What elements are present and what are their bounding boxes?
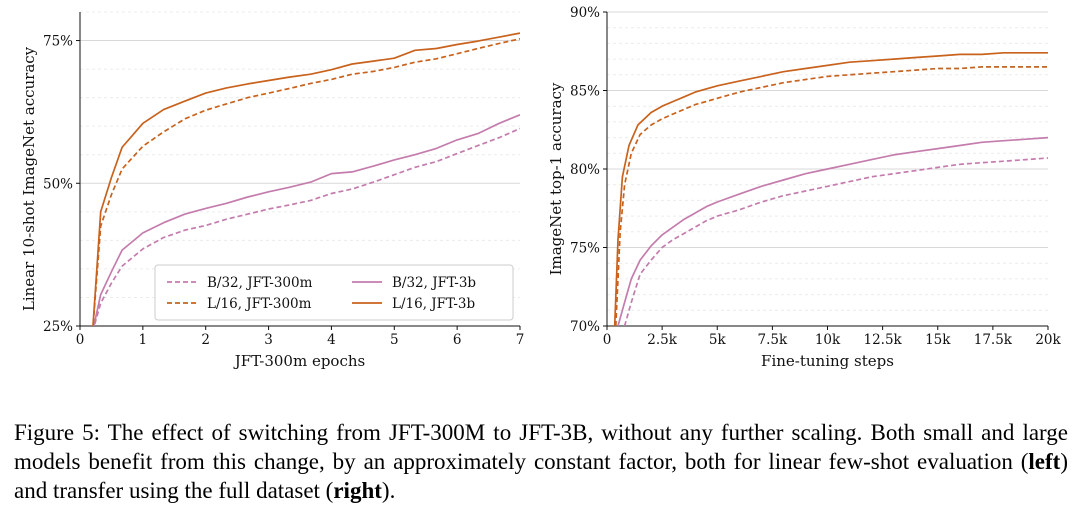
left-x-axis-label: JFT-300m epochs bbox=[233, 352, 365, 370]
right-y-axis-label: ImageNet top-1 accuracy bbox=[547, 82, 565, 275]
caption-middle: ) and transfer using the full dataset ( bbox=[14, 449, 1068, 503]
right-y-tick-label: 75% bbox=[570, 241, 600, 257]
left-x-tick-label: 6 bbox=[453, 332, 462, 348]
right-x-tick-label: 12.5k bbox=[864, 332, 903, 348]
left-series-line-b-32-jft-300m bbox=[93, 127, 520, 326]
left-y-tick-label: 75% bbox=[43, 34, 73, 50]
left-x-tick-label: 0 bbox=[76, 332, 85, 348]
right-y-tick-label: 70% bbox=[570, 319, 600, 335]
left-series-line-b-32-jft-3b bbox=[92, 114, 520, 326]
left-x-tick-label: 5 bbox=[390, 332, 399, 348]
left-x-tick-label: 2 bbox=[201, 332, 210, 348]
left-y-tick-label: 50% bbox=[43, 176, 73, 192]
right-series-group bbox=[613, 51, 1048, 326]
right-series-line-b-32-jft-3b bbox=[617, 136, 1048, 326]
figure: 0 1 2 3 4 5 6 7 25% 50% 75% JFT-300m epochs Linear 1… bbox=[20, 5, 1061, 370]
figure-caption: Figure 5: The effect of switching from J… bbox=[14, 418, 1068, 505]
left-y-tick-label: 25% bbox=[43, 319, 73, 335]
legend-entry: L/16, JFT-300m bbox=[207, 296, 312, 312]
legend-entry: B/32, JFT-3b bbox=[392, 275, 476, 291]
right-series-line-b-32-jft-300m bbox=[623, 157, 1048, 326]
left-x-tick-label: 4 bbox=[327, 332, 336, 348]
right-x-tick-label: 17.5k bbox=[974, 332, 1013, 348]
right-y-tick-label: 90% bbox=[570, 5, 600, 21]
left-y-axis-label: Linear 10-shot ImageNet accuracy bbox=[20, 46, 38, 311]
legend-frame bbox=[154, 264, 514, 321]
right-x-tick-label: 20k bbox=[1035, 332, 1061, 348]
caption-suffix: ). bbox=[381, 478, 396, 503]
left-x-tick-label: 1 bbox=[139, 332, 148, 348]
right-x-tick-label: 15k bbox=[925, 332, 951, 348]
left-series-line-l-16-jft-300m bbox=[92, 37, 520, 326]
caption-right-word: right bbox=[333, 478, 382, 503]
right-x-tick-label: 10k bbox=[815, 332, 841, 348]
right-x-tick-label: 5k bbox=[709, 332, 727, 348]
left-series-group bbox=[92, 32, 520, 326]
left-x-tick-label: 3 bbox=[264, 332, 273, 348]
caption-left-word: left bbox=[1028, 449, 1061, 474]
right-x-tick-label: 7.5k bbox=[758, 332, 788, 348]
left-series-line-l-16-jft-3b bbox=[92, 32, 520, 326]
left-x-tick-label: 7 bbox=[516, 332, 525, 348]
right-y-tick-label: 80% bbox=[570, 162, 600, 178]
caption-prefix: Figure 5: The effect of switching from J… bbox=[14, 420, 1068, 474]
left-chart: 0 1 2 3 4 5 6 7 25% 50% 75% JFT-300m epochs Linear 1… bbox=[20, 11, 525, 370]
legend-entry: B/32, JFT-300m bbox=[207, 275, 313, 291]
right-x-axis-label: Fine-tuning steps bbox=[761, 352, 894, 370]
left-legend: B/32, JFT-300m L/16, JFT-300m B/32, JFT-3b… bbox=[154, 264, 514, 321]
right-series-line-l-16-jft-3b bbox=[613, 51, 1048, 326]
legend-entry: L/16, JFT-3b bbox=[392, 296, 475, 312]
right-x-tick-label: 0 bbox=[603, 332, 612, 348]
right-chart: 0 2.5k 5k 7.5k 10k 12.5k 15k 17.5k 20k 70% 75% 80% 8… bbox=[547, 5, 1061, 370]
right-y-tick-label: 85% bbox=[570, 84, 600, 100]
right-x-tick-label: 2.5k bbox=[647, 332, 677, 348]
